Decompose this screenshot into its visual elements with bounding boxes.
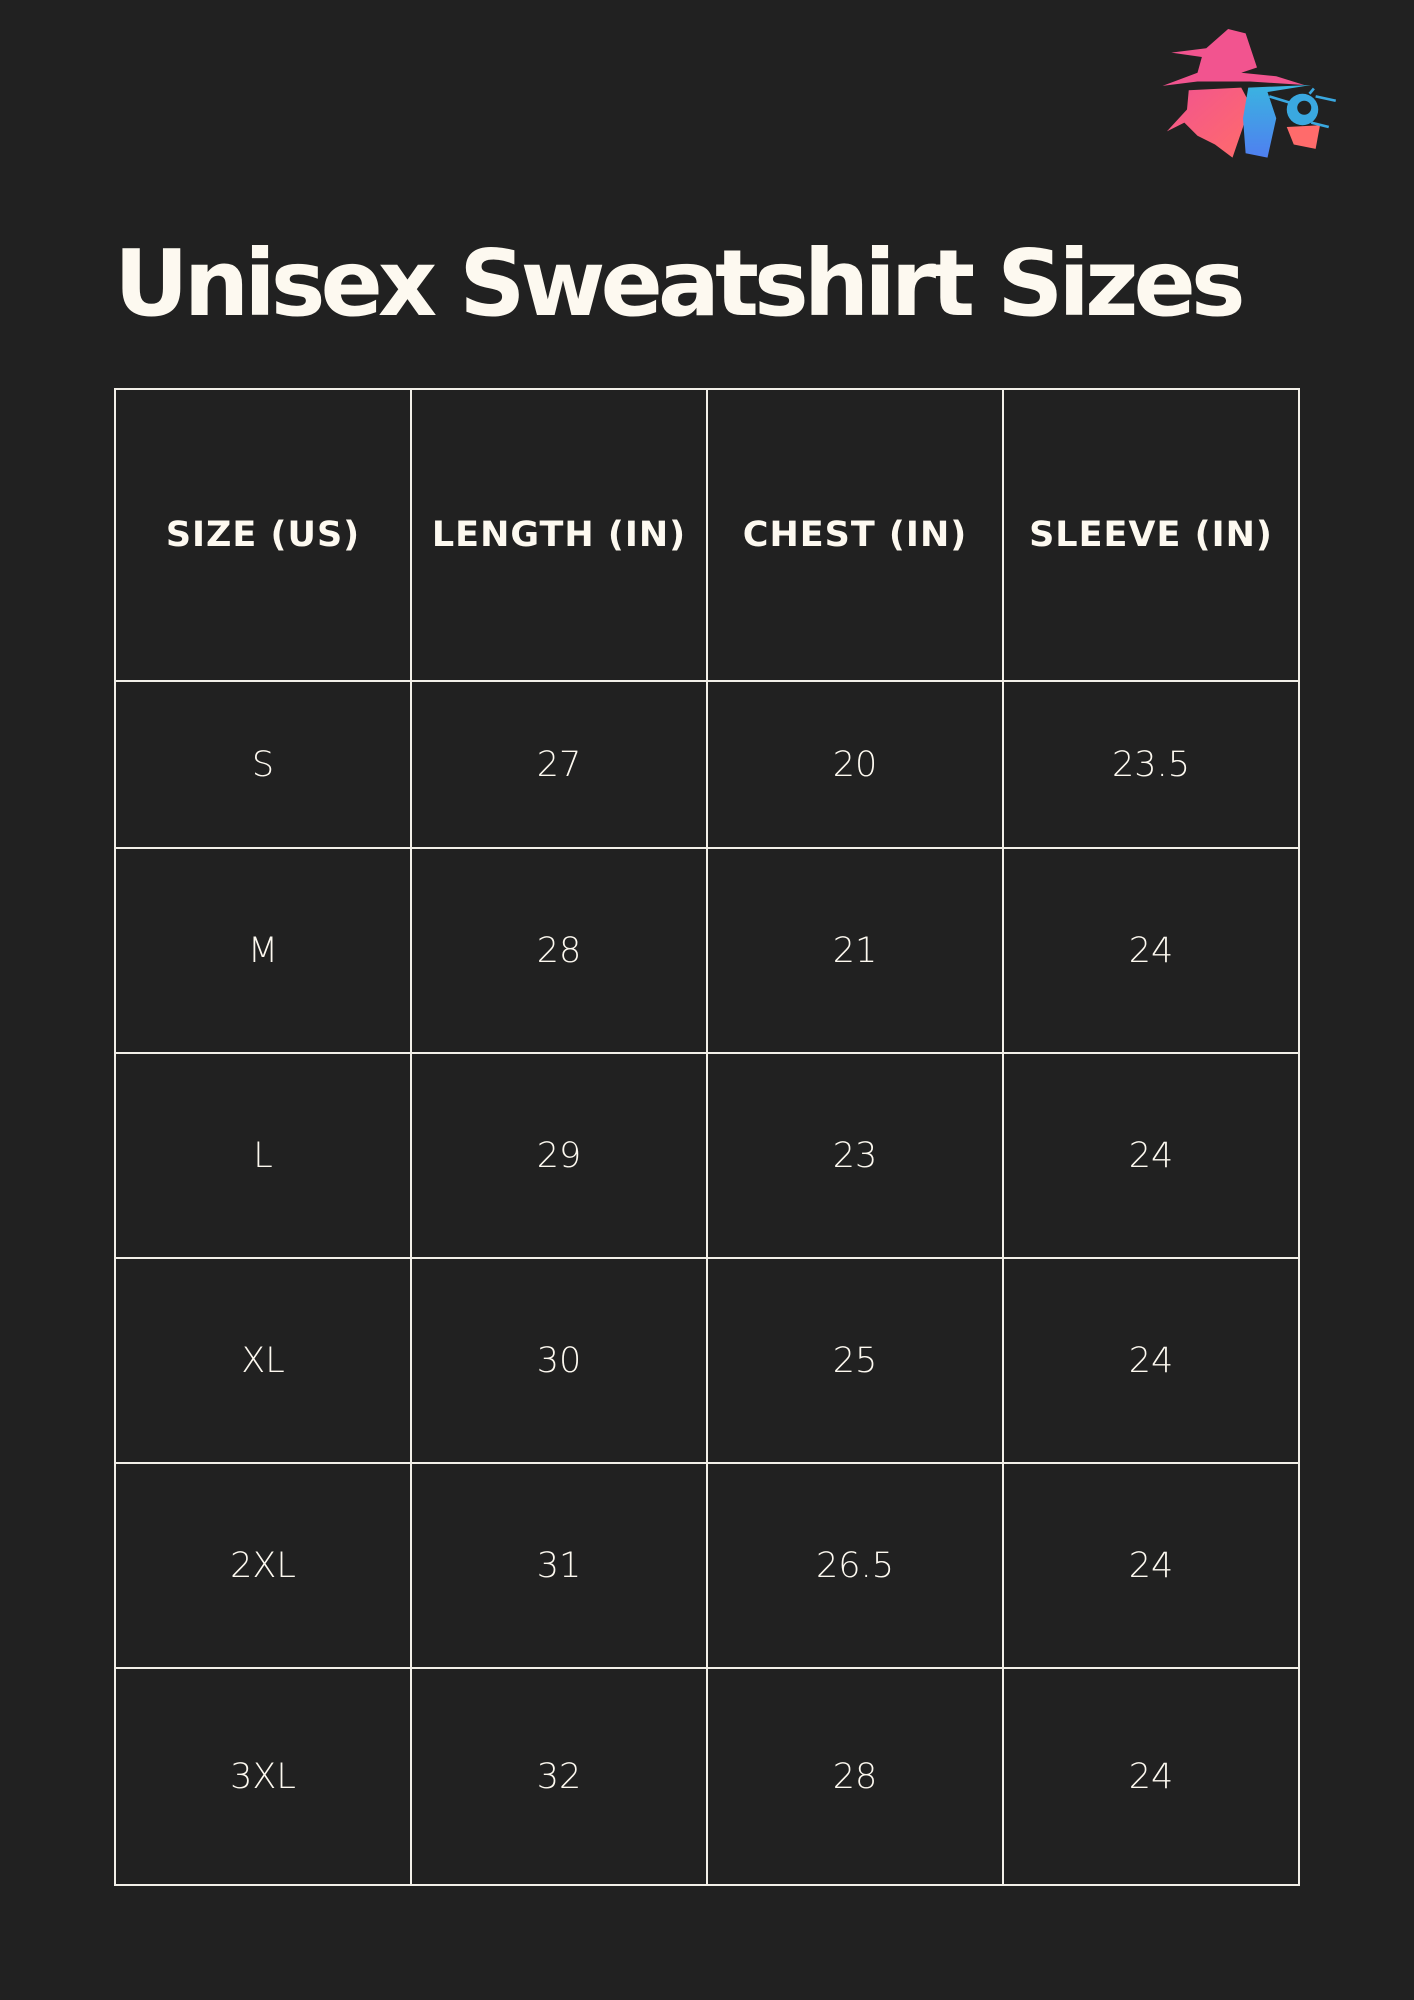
cell-size: 3XL — [114, 1667, 412, 1886]
header-chest: CHEST (IN) — [706, 388, 1004, 682]
table-row: 2XL 31 26.5 24 — [114, 1462, 1300, 1669]
table-row: XL 30 25 24 — [114, 1257, 1300, 1464]
cell-size: L — [114, 1052, 412, 1259]
cell-chest: 28 — [706, 1667, 1004, 1886]
cell-length: 27 — [410, 680, 708, 849]
cell-sleeve: 23.5 — [1002, 680, 1300, 849]
size-chart-table: SIZE (US) LENGTH (IN) CHEST (IN) SLEEVE … — [114, 388, 1300, 1886]
header-size: SIZE (US) — [114, 388, 412, 682]
page-title: Unisex Sweatshirt Sizes — [114, 230, 1246, 337]
cell-length: 30 — [410, 1257, 708, 1464]
wizard-logo-icon — [1162, 29, 1337, 158]
cell-chest: 26.5 — [706, 1462, 1004, 1669]
cell-chest: 25 — [706, 1257, 1004, 1464]
table-row: 3XL 32 28 24 — [114, 1667, 1300, 1886]
cell-chest: 23 — [706, 1052, 1004, 1259]
cell-size: S — [114, 680, 412, 849]
header-sleeve: SLEEVE (IN) — [1002, 388, 1300, 682]
cell-length: 31 — [410, 1462, 708, 1669]
table-row: L 29 23 24 — [114, 1052, 1300, 1259]
cell-chest: 20 — [706, 680, 1004, 849]
cell-length: 29 — [410, 1052, 708, 1259]
cell-sleeve: 24 — [1002, 1052, 1300, 1259]
cell-sleeve: 24 — [1002, 1667, 1300, 1886]
cell-sleeve: 24 — [1002, 847, 1300, 1054]
cell-length: 32 — [410, 1667, 708, 1886]
cell-size: 2XL — [114, 1462, 412, 1669]
cell-length: 28 — [410, 847, 708, 1054]
cell-chest: 21 — [706, 847, 1004, 1054]
table-row: M 28 21 24 — [114, 847, 1300, 1054]
table-row: S 27 20 23.5 — [114, 680, 1300, 849]
table-header-row: SIZE (US) LENGTH (IN) CHEST (IN) SLEEVE … — [114, 388, 1300, 682]
header-length: LENGTH (IN) — [410, 388, 708, 682]
cell-sleeve: 24 — [1002, 1257, 1300, 1464]
cell-size: M — [114, 847, 412, 1054]
cell-size: XL — [114, 1257, 412, 1464]
cell-sleeve: 24 — [1002, 1462, 1300, 1669]
